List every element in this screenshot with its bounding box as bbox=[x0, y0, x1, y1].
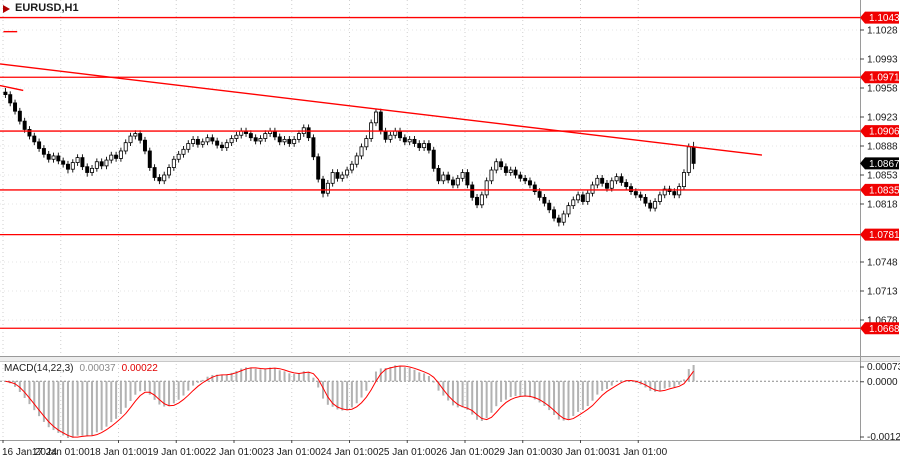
macd-signal-value: 0.00022 bbox=[121, 363, 158, 374]
x-axis-tick-label: 19 Jan 01:00 bbox=[147, 447, 205, 458]
price-tag-label: 1.1043 bbox=[869, 13, 900, 24]
macd-title: MACD(14,22,3) bbox=[4, 363, 74, 374]
x-axis-tick-label: 31 Jan 01:00 bbox=[609, 447, 667, 458]
price-tags: 1.1043 1.0971 1.0906 1.0835 1.0781 1.0668 1.08… bbox=[860, 11, 900, 335]
macd-indicator-label: MACD(14,22,3) 0.00037 0.00022 bbox=[4, 363, 158, 374]
x-axis-tick-label: 23 Jan 01:00 bbox=[263, 447, 321, 458]
price-tag bbox=[860, 11, 899, 24]
trendlines[interactable] bbox=[0, 30, 763, 156]
x-axis-tick-label: 22 Jan 01:00 bbox=[205, 447, 263, 458]
y-axis-tick-label: 1.0748 bbox=[867, 258, 898, 269]
macd-axis-tick-label: -0.0012 bbox=[867, 432, 900, 443]
price-tag bbox=[860, 183, 899, 196]
x-axis-tick-label: 16 Jan 2024 bbox=[2, 447, 57, 458]
x-axis-tick-label: 17 Jan 01:00 bbox=[32, 447, 90, 458]
price-tag-label: 1.0835 bbox=[869, 185, 900, 196]
macd-panel[interactable] bbox=[0, 365, 860, 438]
symbol-label: EURUSD,H1 bbox=[15, 2, 79, 14]
level-lines[interactable] bbox=[0, 16, 860, 329]
x-axis-tick-label: 30 Jan 01:00 bbox=[552, 447, 610, 458]
price-tag bbox=[860, 157, 899, 170]
x-axis-tick-label: 24 Jan 01:00 bbox=[321, 447, 379, 458]
price-tag-label: 1.0781 bbox=[869, 230, 900, 241]
y-axis-tick-label: 1.0993 bbox=[867, 55, 898, 66]
y-axis-tick-label: 1.0888 bbox=[867, 142, 898, 153]
y-axis-tick-label: 1.1028 bbox=[867, 26, 898, 37]
panel-separator bbox=[0, 356, 900, 441]
price-tag bbox=[860, 228, 899, 241]
symbol-marker-icon bbox=[3, 5, 10, 13]
x-axis-tick-label: 26 Jan 01:00 bbox=[436, 447, 494, 458]
macd-main-value: 0.00037 bbox=[79, 363, 116, 374]
y-axis-tick-label: 1.0958 bbox=[867, 84, 898, 95]
candles-layer bbox=[3, 88, 696, 227]
price-tag-label: 1.0867 bbox=[869, 159, 900, 170]
y-axis-tick-label: 1.0853 bbox=[867, 171, 898, 182]
x-axis-tick-label: 29 Jan 01:00 bbox=[494, 447, 552, 458]
price-axis[interactable]: 1.10281.09931.09581.09231.08881.08531.08… bbox=[860, 0, 900, 443]
macd-axis-tick-label: 0.0000 bbox=[867, 377, 898, 388]
price-tag bbox=[860, 322, 899, 335]
x-axis-tick-label: 25 Jan 01:00 bbox=[378, 447, 436, 458]
y-axis-tick-label: 1.0678 bbox=[867, 316, 898, 327]
y-axis-tick-label: 1.0923 bbox=[867, 113, 898, 124]
price-tag-label: 1.0906 bbox=[869, 127, 900, 138]
price-tag-label: 1.0971 bbox=[869, 73, 900, 84]
grid-layer bbox=[0, 0, 860, 440]
y-axis-tick-label: 1.0818 bbox=[867, 200, 898, 211]
price-tag bbox=[860, 71, 899, 84]
macd-axis-tick-label: 0.00073 bbox=[867, 362, 900, 373]
y-axis-tick-label: 1.0713 bbox=[867, 287, 898, 298]
price-tag bbox=[860, 125, 899, 138]
x-axis-tick-label: 18 Jan 01:00 bbox=[90, 447, 148, 458]
price-tag-label: 1.0668 bbox=[869, 324, 900, 335]
